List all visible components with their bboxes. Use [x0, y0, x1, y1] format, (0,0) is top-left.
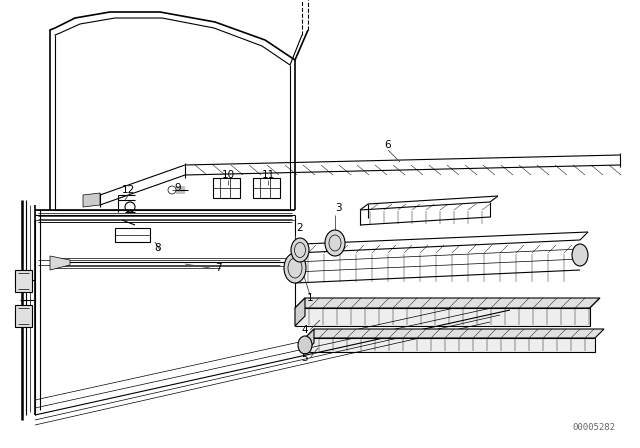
Polygon shape	[305, 329, 604, 338]
Polygon shape	[305, 329, 314, 352]
Text: 6: 6	[385, 140, 391, 150]
Text: 3: 3	[335, 203, 341, 213]
Polygon shape	[295, 298, 305, 326]
Polygon shape	[295, 308, 590, 326]
Text: 8: 8	[155, 243, 161, 253]
Text: 9: 9	[175, 183, 181, 193]
Ellipse shape	[298, 336, 312, 354]
Text: 7: 7	[214, 263, 221, 273]
Text: 00005282: 00005282	[572, 423, 615, 432]
Ellipse shape	[572, 244, 588, 266]
Text: 5: 5	[301, 353, 308, 363]
Polygon shape	[83, 193, 100, 207]
Text: 10: 10	[221, 170, 235, 180]
Text: 12: 12	[122, 185, 134, 195]
Ellipse shape	[291, 238, 309, 262]
Polygon shape	[305, 338, 595, 352]
Polygon shape	[295, 298, 600, 308]
Polygon shape	[15, 270, 32, 292]
Polygon shape	[50, 256, 70, 270]
Ellipse shape	[284, 253, 306, 283]
Text: 11: 11	[261, 170, 275, 180]
Text: 4: 4	[301, 325, 308, 335]
Ellipse shape	[325, 230, 345, 256]
Text: 2: 2	[297, 223, 303, 233]
Text: 1: 1	[307, 293, 314, 303]
Polygon shape	[15, 305, 32, 327]
